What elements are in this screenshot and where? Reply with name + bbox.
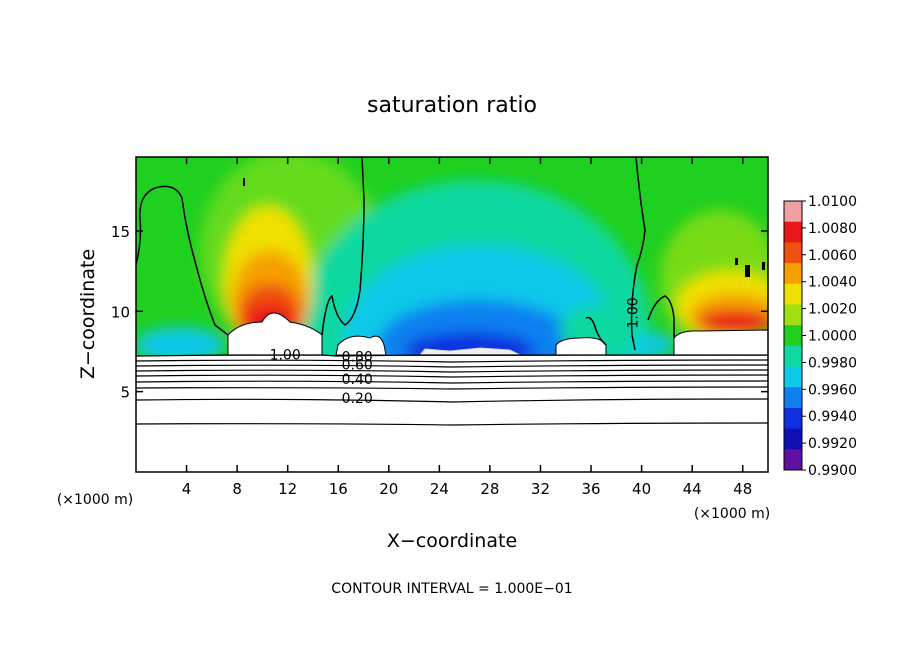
- subcloud-region: [136, 356, 768, 472]
- contour-lines-upper: [136, 157, 675, 351]
- cloud-blob: [673, 329, 768, 356]
- contour-line: [136, 386, 768, 390]
- contour-line: [136, 369, 768, 373]
- x-tick-label: 8: [232, 480, 242, 498]
- x-tick-label: 40: [632, 480, 651, 498]
- contour-line: [647, 295, 675, 338]
- colorbar: 1.0100 1.0080 1.0060 1.0040 1.0020 1.0000 0.99…: [783, 194, 857, 479]
- contour-label-text: 0.60: [342, 357, 373, 373]
- x-tick-label: 32: [531, 480, 550, 498]
- contour-line: [630, 157, 646, 351]
- y-tick-label: 10: [111, 303, 130, 321]
- contour-interval-note: CONTOUR INTERVAL = 1.000E−01: [331, 581, 572, 597]
- colorbar-segment: [784, 325, 802, 347]
- contour-label-text: 0.80: [342, 349, 373, 365]
- x-tick-label: 24: [430, 480, 449, 498]
- colorbar-segment: [784, 428, 802, 450]
- contour-line: [136, 359, 768, 363]
- contour-label: 0.20: [342, 391, 373, 407]
- x-tick-label: 4: [182, 480, 192, 498]
- field-region: [625, 333, 675, 357]
- x-axis-label: X−coordinate: [387, 530, 517, 552]
- contour-label: 0.60: [342, 357, 373, 373]
- contour-line: [136, 374, 768, 378]
- colorbar-segment: [784, 201, 802, 223]
- contour-line: [585, 316, 607, 346]
- colorbar-segment: [784, 304, 802, 326]
- x-tick-label: 48: [733, 480, 752, 498]
- contour-speck: [735, 258, 738, 265]
- x-unit-left: (×1000 m): [57, 492, 133, 508]
- plot-area: [136, 157, 768, 472]
- field-region: [697, 310, 768, 334]
- x-tick-label: 16: [329, 480, 348, 498]
- colorbar-segment: [784, 242, 802, 264]
- contour-label: 1.00: [626, 297, 642, 328]
- contour-line: [321, 157, 365, 336]
- contour-labels: 1.00 0.800.600.40 0.20 1.00: [270, 297, 642, 407]
- plot-frame: [135, 156, 769, 473]
- colorbar-segment: [784, 345, 802, 368]
- colorbar-label: 1.0060: [808, 248, 857, 264]
- x-unit-right: (×1000 m): [694, 506, 770, 522]
- x-tick-label: 20: [379, 480, 398, 498]
- colorbar-label: 1.0100: [808, 194, 857, 210]
- colorbar-segment: [784, 407, 802, 430]
- field-region: [136, 327, 225, 363]
- colorbar-label: 1.0000: [808, 329, 857, 345]
- colorbar-label: 0.9920: [808, 436, 857, 452]
- contour-specks: [243, 178, 765, 277]
- contour-label-text: 0.20: [342, 391, 373, 407]
- colorbar-label: 1.0020: [808, 302, 857, 318]
- contour-line: [136, 364, 768, 368]
- y-tick-label: 5: [120, 384, 130, 402]
- contour-label-text: 1.00: [270, 348, 301, 364]
- contour-speck: [762, 262, 765, 270]
- colorbar-segment: [784, 263, 802, 285]
- contour-speck: [745, 265, 750, 277]
- colorbar-segment: [784, 449, 802, 471]
- colorbar-segment: [784, 283, 802, 305]
- colorbar-label: 0.9940: [808, 409, 857, 425]
- contour-line: [136, 185, 229, 336]
- colorbar-label: 1.0040: [808, 275, 857, 291]
- cloud-blob: [555, 337, 607, 356]
- colorbar-label: 0.9900: [808, 463, 857, 479]
- colorbar-label: 0.9980: [808, 355, 857, 371]
- contour-label: 0.40: [342, 372, 373, 388]
- contour-lines-lower: [136, 354, 768, 426]
- contour-line: [136, 422, 768, 426]
- x-tick-label: 36: [581, 480, 600, 498]
- contour-label-text: 1.00: [626, 297, 642, 328]
- contour-line: [136, 380, 768, 384]
- x-tick-label: 28: [480, 480, 499, 498]
- colorbar-label: 1.0080: [808, 221, 857, 237]
- cloud-blob: [335, 335, 387, 356]
- contour-label-text: 0.40: [342, 372, 373, 388]
- contour-speck: [243, 178, 245, 186]
- contour-label: 0.80: [342, 349, 373, 365]
- chart-title: saturation ratio: [367, 93, 537, 118]
- colorbar-segment: [784, 366, 802, 388]
- x-tick-label: 44: [683, 480, 702, 498]
- colorbar-segment: [784, 221, 802, 243]
- y-tick-label: 15: [111, 223, 130, 241]
- x-tick-label: 12: [278, 480, 297, 498]
- y-axis: 5 10 15: [111, 223, 768, 402]
- colorbar-label: 0.9960: [808, 382, 857, 398]
- contour-line: [136, 354, 768, 357]
- y-axis-label: Z−coordinate: [77, 249, 99, 379]
- x-axis: 4 8 12 16 20 24 28 32 36 40 44 48: [182, 157, 752, 498]
- cloud-blob: [227, 312, 323, 356]
- colorbar-segment: [784, 387, 802, 409]
- contour-label: 1.00: [270, 348, 301, 364]
- contour-line: [136, 398, 768, 403]
